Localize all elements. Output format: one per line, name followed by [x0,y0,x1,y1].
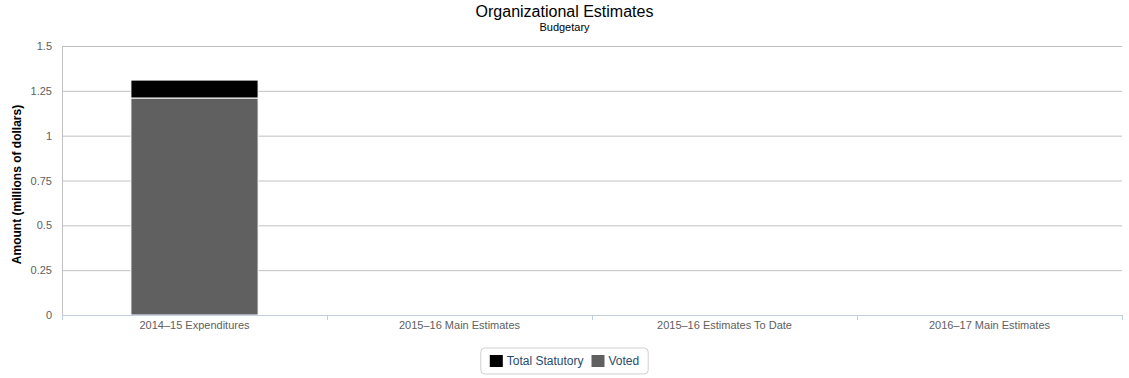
x-boundary-tick [327,315,328,320]
legend-item[interactable]: Voted [592,354,640,368]
plot: 0 0.25 0.5 0.75 1 1.25 1.5 2014–15 Expenditures… [31,40,1123,331]
y-tick: 1 [46,130,62,142]
y-tick-label: 1.25 [31,85,52,97]
x-boundary-tick [62,315,63,320]
y-tick: 0 [46,309,62,321]
x-tick-label: 2016–17 Main Estimates [929,319,1051,331]
bar [131,98,258,315]
x-boundary-tick [1122,315,1123,320]
x-tick-label: 2015–16 Main Estimates [399,319,521,331]
subtitle: Budgetary [539,21,590,33]
x-tick: 2015–16 Estimates To Date [657,315,792,331]
y-axis-line [62,47,63,316]
y-tick-label: 1.5 [37,40,52,52]
title: Organizational Estimates [476,3,654,20]
legend-swatch [592,355,605,367]
x-tick: 2015–16 Main Estimates [399,315,521,331]
grid [62,47,1122,316]
legend-box [481,348,648,374]
legend-swatch [490,355,503,367]
x-tick: 2016–17 Main Estimates [929,315,1051,331]
legend: Total Statutory Voted [481,348,648,374]
x-boundary-tick [592,315,593,320]
x-tick: 2014–15 Expenditures [139,315,250,331]
y-tick: 1.5 [37,40,62,52]
x-tick-label: 2015–16 Estimates To Date [657,319,792,331]
x-boundaries [63,315,1123,320]
bars [131,80,258,315]
y-axis: 0 0.25 0.5 0.75 1 1.25 1.5 [31,40,63,321]
y-axis-title: Amount (millions of dollars) [10,105,24,264]
y-tick-label: 0 [46,309,52,321]
legend-item[interactable]: Total Statutory [490,354,584,368]
x-tick-label: 2014–15 Expenditures [139,319,250,331]
x-boundary-tick [857,315,858,320]
grid-line [62,46,1122,47]
bar [131,80,258,98]
legend-label: Voted [609,354,640,368]
chart: Organizational EstimatesBudgetary 0 0.25 0.… [0,0,1129,378]
y-tick-label: 0.25 [31,264,52,276]
y-tick: 0.75 [31,175,62,187]
y-tick: 0.5 [37,219,62,231]
y-tick: 1.25 [31,85,62,97]
y-tick-label: 0.5 [37,219,52,231]
y-tick-label: 1 [46,130,52,142]
x-axis: 2014–15 Expenditures 2015–16 Main Estimat… [63,315,1123,331]
y-tick-label: 0.75 [31,175,52,187]
legend-label: Total Statutory [507,354,584,368]
y-tick: 0.25 [31,264,62,276]
